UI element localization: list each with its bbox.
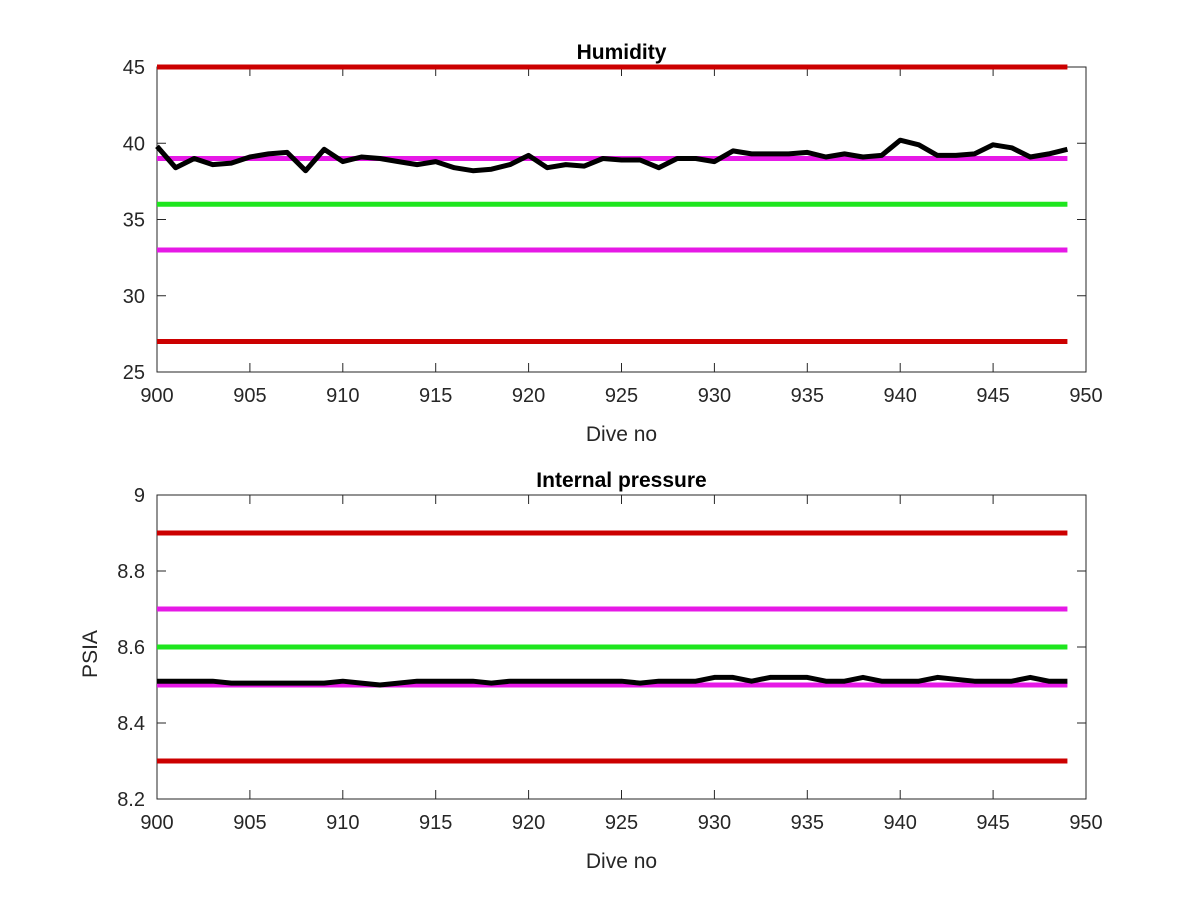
x-tick-label: 945 (976, 385, 1009, 407)
y-tick-label: 8.8 (117, 561, 145, 583)
x-tick-label: 905 (233, 812, 266, 834)
x-tick-label: 915 (419, 385, 452, 407)
y-tick-label: 8.4 (117, 713, 145, 735)
chart-2: 900 905 910 915 920 925 930 935 940 945 950 8.2 8.4 8… (79, 469, 1103, 873)
x-tick-label: 935 (791, 812, 824, 834)
y-tick-label: 8.6 (117, 637, 145, 659)
x-tick-label: 945 (976, 812, 1009, 834)
series-line (157, 674, 1068, 688)
x-tick-label: 900 (140, 812, 173, 834)
x-tick-label: 920 (512, 812, 545, 834)
x-tick-label: 930 (698, 385, 731, 407)
x-tick-label: 950 (1069, 385, 1102, 407)
y-tick-label: 35 (123, 210, 145, 232)
x-tick-label: 930 (698, 812, 731, 834)
x-tick-label: 905 (233, 385, 266, 407)
x-tick-label: 925 (605, 812, 638, 834)
y-tick-label: 8.2 (117, 789, 145, 811)
x-axis-label: Dive no (586, 423, 657, 446)
series-line (155, 137, 1069, 174)
x-tick-label: 915 (419, 812, 452, 834)
x-tick-label: 910 (326, 812, 359, 834)
y-tick-label: 9 (134, 485, 145, 507)
y-tick-label: 40 (123, 133, 145, 155)
x-tick-label: 900 (140, 385, 173, 407)
x-tick-label: 925 (605, 385, 638, 407)
y-axis-label: PSIA (79, 630, 102, 678)
chart-title: Internal pressure (536, 469, 706, 492)
x-tick-label: 940 (884, 385, 917, 407)
chart-title: Humidity (577, 41, 667, 64)
y-tick-label: 45 (123, 57, 145, 79)
x-tick-label: 940 (884, 812, 917, 834)
x-tick-label: 910 (326, 385, 359, 407)
x-tick-label: 920 (512, 385, 545, 407)
x-tick-label: 950 (1069, 812, 1102, 834)
y-tick-label: 30 (123, 286, 145, 308)
chart-1: 900 905 910 915 920 925 930 935 940 945 950 25 30 35 4… (123, 41, 1103, 446)
y-tick-label: 25 (123, 362, 145, 384)
x-tick-label: 935 (791, 385, 824, 407)
x-axis-label: Dive no (586, 850, 657, 873)
axes-box (156, 66, 1087, 373)
